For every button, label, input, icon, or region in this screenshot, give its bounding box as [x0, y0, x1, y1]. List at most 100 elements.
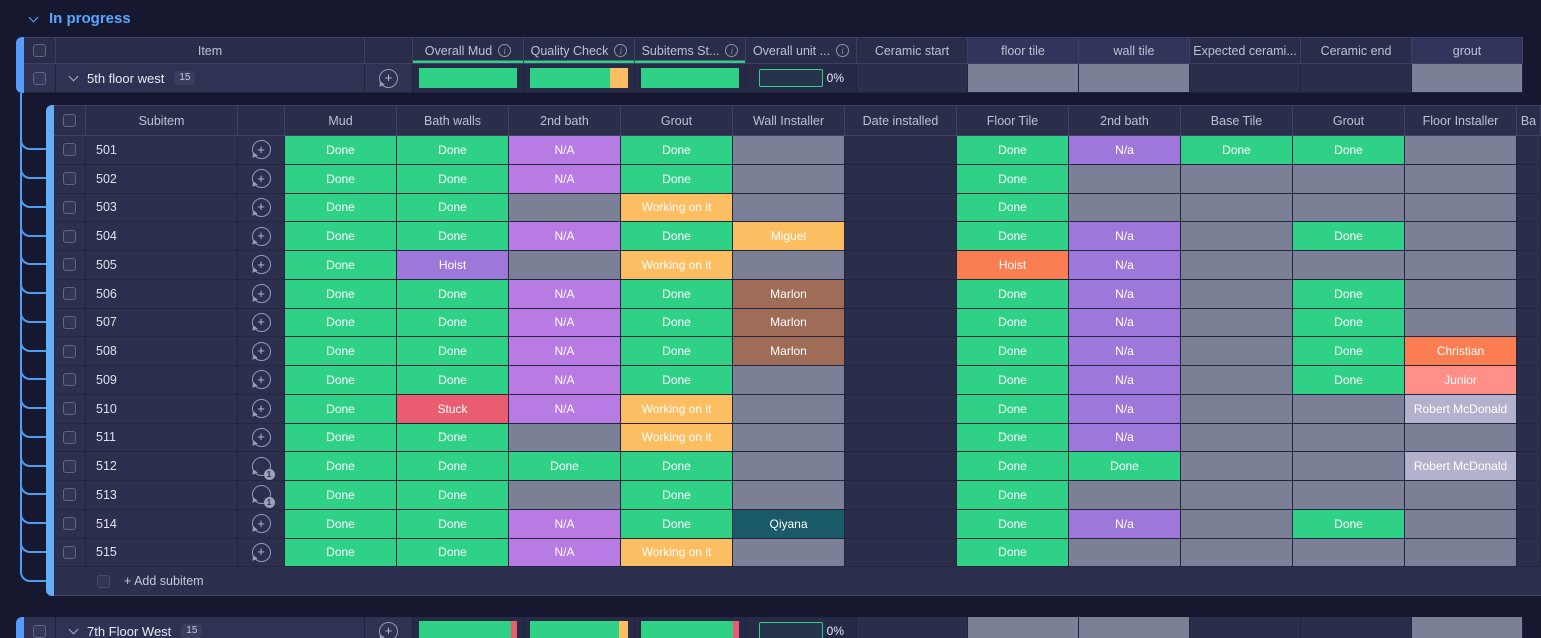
- status-cell[interactable]: Done: [957, 308, 1069, 338]
- status-cell[interactable]: N/a: [1069, 222, 1181, 251]
- subitem-checkbox[interactable]: [63, 459, 76, 473]
- status-cell[interactable]: N/A: [509, 279, 621, 309]
- status-cell[interactable]: Stuck: [397, 394, 509, 424]
- status-cell[interactable]: Done: [285, 481, 397, 510]
- status-cell-empty[interactable]: [1405, 136, 1517, 165]
- subitem-column-header[interactable]: Bath walls: [397, 105, 509, 136]
- status-cell[interactable]: Done: [957, 366, 1069, 395]
- status-cell-empty[interactable]: [733, 452, 845, 481]
- status-cell[interactable]: Done: [285, 452, 397, 481]
- add-update-bubble-icon[interactable]: +: [251, 284, 271, 304]
- status-cell[interactable]: Done: [397, 337, 509, 366]
- status-cell-empty[interactable]: [509, 251, 621, 280]
- info-icon[interactable]: i: [836, 44, 850, 57]
- updates-bubble-icon[interactable]: 1: [251, 456, 275, 480]
- status-cell[interactable]: N/a: [1069, 337, 1181, 366]
- status-cell-empty[interactable]: [1405, 481, 1517, 510]
- status-cell[interactable]: Done: [621, 509, 733, 539]
- subitem-name[interactable]: 502: [86, 164, 238, 194]
- status-cell[interactable]: Done: [621, 136, 733, 165]
- status-cell-empty[interactable]: [1181, 222, 1293, 251]
- status-cell[interactable]: Done: [397, 366, 509, 395]
- info-icon[interactable]: i: [614, 44, 628, 57]
- status-cell[interactable]: Robert McDonald: [1405, 452, 1517, 481]
- status-cell[interactable]: Done: [1293, 279, 1405, 309]
- status-cell-empty[interactable]: [1079, 64, 1190, 93]
- subitem-checkbox[interactable]: [63, 488, 76, 502]
- subitem-checkbox[interactable]: [63, 545, 76, 559]
- subitem-column-header[interactable]: Base Tile: [1181, 105, 1293, 136]
- subitem-name[interactable]: 508: [86, 337, 238, 366]
- status-cell-empty[interactable]: [1181, 308, 1293, 338]
- status-cell-empty[interactable]: [509, 423, 621, 453]
- status-cell[interactable]: Done: [397, 538, 509, 568]
- status-cell[interactable]: Done: [1293, 308, 1405, 338]
- subitem-checkbox[interactable]: [63, 344, 76, 358]
- subitem-column-header[interactable]: Grout: [1293, 105, 1405, 136]
- status-cell-empty[interactable]: [1412, 617, 1523, 638]
- status-cell-empty[interactable]: [1405, 308, 1517, 338]
- status-cell[interactable]: N/A: [509, 394, 621, 424]
- status-cell[interactable]: Done: [285, 394, 397, 424]
- status-cell-empty[interactable]: [1181, 251, 1293, 280]
- status-cell[interactable]: N/A: [509, 366, 621, 395]
- status-cell-empty[interactable]: [509, 481, 621, 510]
- status-cell-empty[interactable]: [1181, 279, 1293, 309]
- status-cell[interactable]: Done: [957, 509, 1069, 539]
- item-name-cell[interactable]: 5th floor west 15: [56, 64, 365, 93]
- status-cell[interactable]: Done: [957, 222, 1069, 251]
- status-cell-empty[interactable]: [733, 193, 845, 223]
- status-cell-empty[interactable]: [733, 394, 845, 424]
- subitem-checkbox[interactable]: [63, 229, 76, 243]
- status-cell[interactable]: Done: [397, 509, 509, 539]
- status-cell-empty[interactable]: [1181, 193, 1293, 223]
- add-update-bubble-icon[interactable]: +: [251, 197, 271, 217]
- status-cell-empty[interactable]: [1181, 337, 1293, 366]
- status-cell[interactable]: Done: [621, 279, 733, 309]
- column-header-item[interactable]: Item: [56, 37, 365, 64]
- status-cell[interactable]: Done: [957, 193, 1069, 223]
- status-cell[interactable]: Done: [1069, 452, 1181, 481]
- status-cell[interactable]: Done: [397, 164, 509, 194]
- status-cell-empty[interactable]: [733, 164, 845, 194]
- status-cell-empty[interactable]: [733, 366, 845, 395]
- subitem-column-header[interactable]: Mud: [285, 105, 397, 136]
- column-header[interactable]: Ceramic start: [857, 37, 968, 64]
- status-cell[interactable]: Done: [621, 308, 733, 338]
- add-update-bubble-icon[interactable]: +: [251, 370, 271, 390]
- status-cell[interactable]: Working on it: [621, 394, 733, 424]
- column-header[interactable]: Overall unit ... i: [746, 37, 857, 64]
- status-cell-empty[interactable]: [1405, 193, 1517, 223]
- status-cell[interactable]: Done: [285, 164, 397, 194]
- subitem-name[interactable]: 514: [86, 509, 238, 539]
- status-cell[interactable]: Done: [285, 222, 397, 251]
- status-cell[interactable]: N/a: [1069, 394, 1181, 424]
- status-cell[interactable]: Done: [1181, 136, 1293, 165]
- status-cell[interactable]: Done: [957, 538, 1069, 568]
- status-cell[interactable]: Working on it: [621, 538, 733, 568]
- status-cell[interactable]: Done: [397, 423, 509, 453]
- status-cell[interactable]: Done: [285, 538, 397, 568]
- updates-bubble-icon[interactable]: 1: [251, 485, 275, 509]
- status-cell[interactable]: N/A: [509, 538, 621, 568]
- subitem-name[interactable]: 504: [86, 222, 238, 251]
- status-cell[interactable]: Done: [285, 193, 397, 223]
- status-cell-empty[interactable]: [733, 251, 845, 280]
- subitem-name[interactable]: 503: [86, 193, 238, 223]
- status-cell[interactable]: Done: [1293, 136, 1405, 165]
- status-cell[interactable]: N/a: [1069, 136, 1181, 165]
- status-cell-empty[interactable]: [1181, 509, 1293, 539]
- status-cell[interactable]: Done: [621, 222, 733, 251]
- subitem-column-header[interactable]: Wall Installer: [733, 105, 845, 136]
- status-cell[interactable]: Qiyana: [733, 509, 845, 539]
- status-cell[interactable]: Marlon: [733, 308, 845, 338]
- status-cell-empty[interactable]: [1293, 452, 1405, 481]
- status-cell[interactable]: Working on it: [621, 193, 733, 223]
- subitem-name[interactable]: 512: [86, 452, 238, 481]
- subitem-name[interactable]: 515: [86, 538, 238, 568]
- status-cell-empty[interactable]: [968, 64, 1079, 93]
- subitem-checkbox[interactable]: [63, 287, 76, 301]
- status-cell-empty[interactable]: [1069, 193, 1181, 223]
- status-cell[interactable]: Working on it: [621, 423, 733, 453]
- status-cell[interactable]: Done: [957, 164, 1069, 194]
